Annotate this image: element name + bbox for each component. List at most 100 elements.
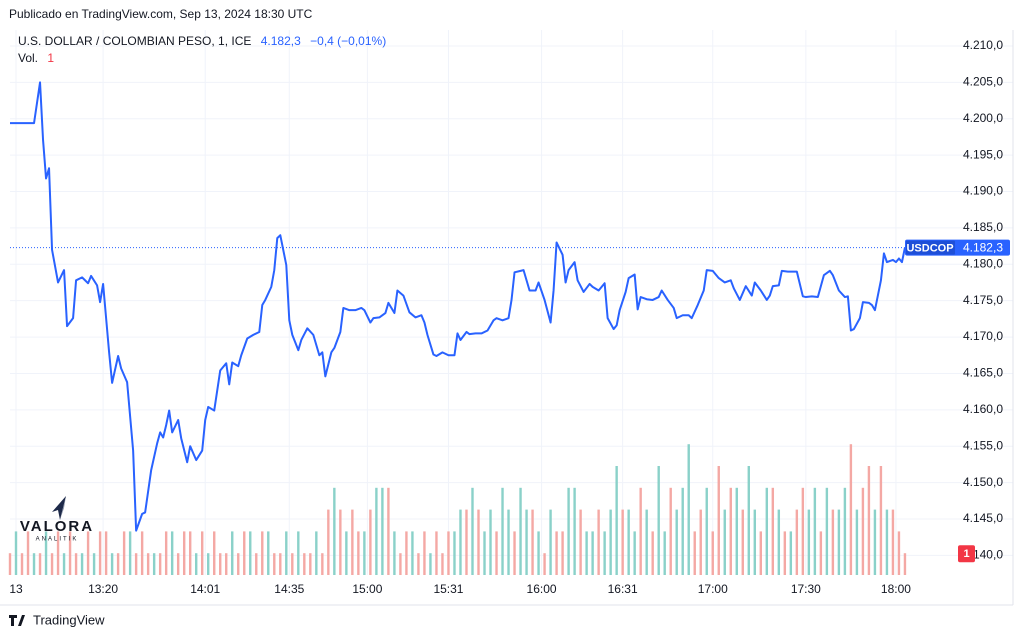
volume-bar — [219, 553, 222, 575]
volume-bar — [188, 531, 192, 575]
volume-bar — [885, 509, 889, 575]
price-tag-symbol: USDCOP — [906, 242, 953, 254]
x-tick-label: 18:00 — [881, 582, 911, 596]
volume-bar — [801, 487, 805, 575]
volume-bar — [207, 553, 210, 575]
volume-bar — [837, 509, 841, 575]
volume-bar — [110, 553, 114, 575]
volume-bar — [549, 509, 552, 575]
volume-bar — [741, 509, 744, 575]
volume-bar — [267, 531, 270, 575]
y-tick-label: 4.195,0 — [963, 147, 1003, 161]
volume-bar — [873, 509, 877, 575]
volume-bar — [537, 531, 540, 575]
volume-bar — [333, 487, 336, 575]
volume-bar — [531, 509, 534, 575]
volume-bar — [146, 553, 150, 575]
volume-bar — [585, 531, 588, 575]
volume-bar — [519, 487, 522, 575]
volume-bar — [381, 487, 384, 575]
volume-bar — [855, 509, 859, 575]
volume-bar — [783, 531, 787, 575]
volume-bar — [339, 509, 342, 575]
volume-bar — [495, 531, 498, 575]
volume-bar — [579, 509, 582, 575]
price-line — [10, 81, 906, 532]
x-tick-label: 14:35 — [274, 582, 304, 596]
volume-bar — [249, 531, 252, 575]
volume-bar — [375, 487, 378, 575]
volume-bar — [441, 553, 444, 575]
volume-bar — [98, 531, 102, 575]
volume-bar — [345, 531, 348, 575]
volume-bar — [513, 531, 516, 575]
volume-bar — [501, 487, 504, 575]
volume-bar — [387, 487, 390, 575]
volume-bar — [32, 553, 36, 575]
y-tick-label: 4.155,0 — [963, 438, 1003, 452]
volume-bar — [747, 466, 750, 575]
y-tick-label: 4.165,0 — [963, 366, 1003, 380]
volume-bar — [675, 509, 678, 575]
volume-bar — [453, 531, 456, 575]
x-tick-label: 13 — [9, 582, 23, 596]
volume-bar — [879, 466, 883, 575]
volume-bar — [447, 531, 450, 575]
watermark-name: VALORA — [20, 518, 94, 535]
volume-bar — [8, 553, 12, 575]
volume-bar — [80, 553, 84, 575]
volume-bar — [669, 487, 672, 575]
symbol-tag — [906, 240, 955, 255]
volume-bar — [471, 487, 474, 575]
volume-bar — [705, 487, 708, 575]
volume-bar — [273, 553, 276, 575]
volume-bar — [303, 553, 306, 575]
y-tick-label: 4.145,0 — [963, 511, 1003, 525]
volume-bar — [255, 553, 258, 575]
volume-bar — [615, 466, 618, 575]
volume-bar — [50, 553, 54, 575]
volume-bar — [831, 509, 835, 575]
volume-bar — [20, 553, 24, 575]
published-note: Publicado en TradingView.com, Sep 13, 20… — [9, 7, 313, 21]
volume-bar — [777, 509, 781, 575]
volume-bar — [555, 531, 558, 575]
volume-bar — [285, 531, 288, 575]
volume-bar — [261, 531, 264, 575]
volume-bar — [729, 487, 732, 575]
x-tick-label: 16:31 — [608, 582, 638, 596]
volume-bar — [825, 487, 829, 575]
volume-bar — [483, 531, 486, 575]
volume-bar — [116, 553, 120, 575]
volume-bar — [128, 531, 132, 575]
volume-bar — [561, 531, 564, 575]
volume-bar — [225, 553, 228, 575]
logo-icon — [60, 496, 66, 520]
volume-bar — [753, 509, 756, 575]
volume-bar — [891, 509, 895, 575]
volume-bar — [525, 509, 528, 575]
volume-bar — [843, 487, 847, 575]
tv-logo — [9, 615, 25, 626]
volume-bar — [182, 531, 186, 575]
volume-bar — [152, 553, 156, 575]
volume-bar — [62, 553, 66, 575]
price-axis: 4.140,04.145,04.150,04.155,04.160,04.165… — [963, 38, 1003, 561]
volume-bar — [158, 553, 162, 575]
price-tag-value: 4.182,3 — [963, 241, 1003, 255]
volume-bar — [735, 487, 738, 575]
volume-bar — [201, 531, 204, 575]
volume-badge-label: 1 — [963, 548, 969, 560]
volume-bar — [243, 531, 246, 575]
volume-bar — [477, 509, 480, 575]
volume-bar — [74, 553, 78, 575]
y-tick-label: 4.205,0 — [963, 75, 1003, 89]
volume-bar — [176, 553, 180, 575]
volume-bar — [321, 553, 324, 575]
last-price: 4.182,3 — [261, 34, 301, 48]
y-tick-label: 4.180,0 — [963, 256, 1003, 270]
volume-bar — [789, 531, 793, 575]
volume-bar — [867, 466, 871, 575]
